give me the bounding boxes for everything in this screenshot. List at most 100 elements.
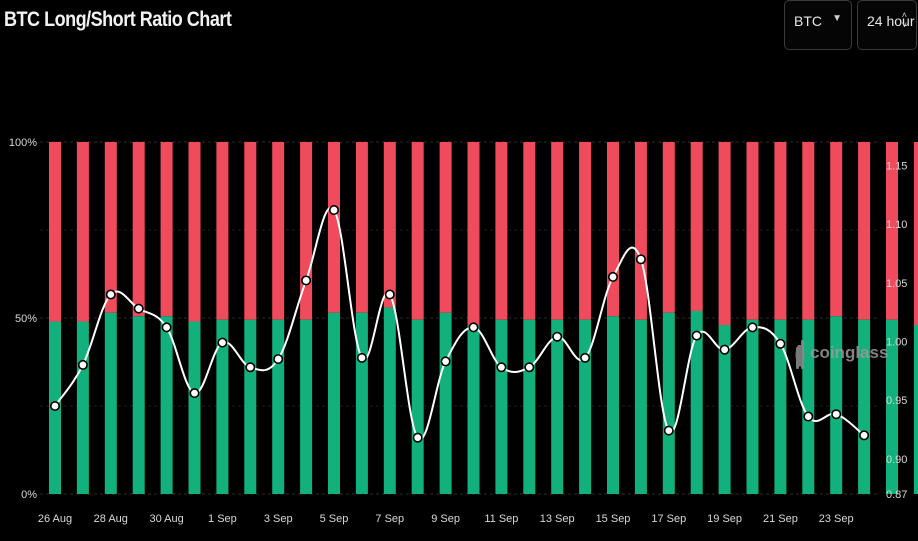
bar-short <box>383 142 396 308</box>
ratio-point[interactable] <box>217 337 228 348</box>
bar-short <box>272 142 285 320</box>
bar-long <box>383 307 396 494</box>
coin-select-value: BTC <box>794 13 822 29</box>
bar-short <box>802 142 815 320</box>
ratio-point[interactable] <box>328 205 339 216</box>
caret-down-icon: ▼ <box>832 13 842 24</box>
ratio-point[interactable] <box>245 362 256 373</box>
x-tick-label: 3 Sep <box>264 513 293 525</box>
bar-short <box>551 142 564 320</box>
left-tick-label: 50% <box>15 313 37 325</box>
ratio-point[interactable] <box>161 322 172 333</box>
ratio-point[interactable] <box>105 289 116 300</box>
x-tick-label: 11 Sep <box>484 513 518 525</box>
ratio-point[interactable] <box>747 322 758 333</box>
bar-long <box>662 312 675 494</box>
bar-long <box>830 316 843 494</box>
bar-long <box>188 321 201 494</box>
ratio-point[interactable] <box>412 432 423 443</box>
watermark: coinglass <box>795 340 888 369</box>
bar-long <box>551 319 564 494</box>
bar-short <box>718 142 731 326</box>
ratio-point[interactable] <box>635 254 646 265</box>
bar-long <box>913 325 918 494</box>
ratio-point[interactable] <box>803 411 814 422</box>
right-tick-label: 1.05 <box>886 278 907 290</box>
bar-short <box>495 142 508 320</box>
ratio-line-path <box>54 206 865 441</box>
period-select-value: 24 hour <box>867 13 915 29</box>
bar-long <box>328 312 340 494</box>
left-tick-label: 100% <box>9 137 37 149</box>
ratio-point[interactable] <box>524 362 535 373</box>
bar-long <box>495 319 508 494</box>
ratio-point[interactable] <box>719 344 730 355</box>
bar-short <box>830 142 843 317</box>
page-title: BTC Long/Short Ratio Chart <box>4 8 232 31</box>
coinglass-logo-icon <box>795 340 805 369</box>
ratio-point[interactable] <box>580 352 591 363</box>
bar-short <box>746 142 759 320</box>
x-tick-label: 19 Sep <box>707 513 742 525</box>
left-axis: 0% 50% 100% <box>9 137 37 501</box>
ratio-point[interactable] <box>440 356 451 367</box>
ratio-point[interactable] <box>77 359 88 370</box>
bar-short <box>132 142 145 317</box>
bar-long <box>355 312 368 494</box>
right-tick-label: 1.10 <box>886 219 907 231</box>
bar-short <box>328 142 340 313</box>
bar-short <box>774 142 787 320</box>
bar-short <box>467 142 480 326</box>
bar-long <box>272 319 285 494</box>
bar-short <box>104 142 117 313</box>
bar-long <box>104 312 117 494</box>
x-tick-label: 13 Sep <box>540 513 575 525</box>
x-tick-label: 5 Sep <box>320 513 349 525</box>
bar-long <box>76 321 89 494</box>
ratio-point[interactable] <box>468 322 479 333</box>
bar-long <box>886 319 898 494</box>
x-tick-label: 28 Aug <box>94 513 128 525</box>
x-tick-label: 7 Sep <box>375 513 404 525</box>
x-tick-label: 1 Sep <box>208 513 237 525</box>
bar-long <box>216 319 229 494</box>
ratio-point[interactable] <box>552 331 563 342</box>
right-axis: 0.87 0.90 0.95 1.00 1.05 1.10 1.15 <box>886 160 907 501</box>
bar-short <box>662 142 675 313</box>
x-axis: 26 Aug 28 Aug 30 Aug 1 Sep 3 Sep 5 Sep 7 Sep 9 … <box>38 513 854 525</box>
right-tick-label: 1.15 <box>886 160 907 172</box>
bar-long <box>802 319 815 494</box>
ratio-point[interactable] <box>49 400 60 411</box>
bar-long <box>634 319 647 494</box>
left-tick-label: 0% <box>21 489 37 501</box>
ratio-point[interactable] <box>607 271 618 282</box>
x-tick-label: 23 Sep <box>819 513 854 525</box>
bar-short <box>355 142 368 313</box>
ratio-point[interactable] <box>663 425 674 436</box>
ratio-point[interactable] <box>133 303 144 314</box>
x-tick-label: 9 Sep <box>431 513 460 525</box>
ratio-markers <box>49 205 870 443</box>
ratio-point[interactable] <box>189 388 200 399</box>
coin-select[interactable]: BTC ▼ <box>784 0 852 50</box>
bar-short <box>634 142 647 320</box>
ratio-point[interactable] <box>691 330 702 341</box>
bar-short <box>188 142 201 322</box>
ratio-point[interactable] <box>496 362 507 373</box>
ratio-point[interactable] <box>775 338 786 349</box>
bar-short <box>76 142 89 322</box>
bar-long <box>244 319 257 494</box>
watermark-text: coinglass <box>810 343 888 362</box>
ratio-point[interactable] <box>384 289 395 300</box>
bar-short <box>579 142 592 320</box>
period-select[interactable]: 24 hour ˄ ˅ <box>857 0 917 50</box>
ratio-point[interactable] <box>356 352 367 363</box>
ratio-point[interactable] <box>831 409 842 420</box>
ratio-point[interactable] <box>859 430 870 441</box>
bar-long <box>579 319 592 494</box>
bar-long <box>746 319 759 494</box>
ratio-point[interactable] <box>301 275 312 286</box>
ratio-point[interactable] <box>273 354 284 365</box>
bar-short <box>300 142 313 320</box>
